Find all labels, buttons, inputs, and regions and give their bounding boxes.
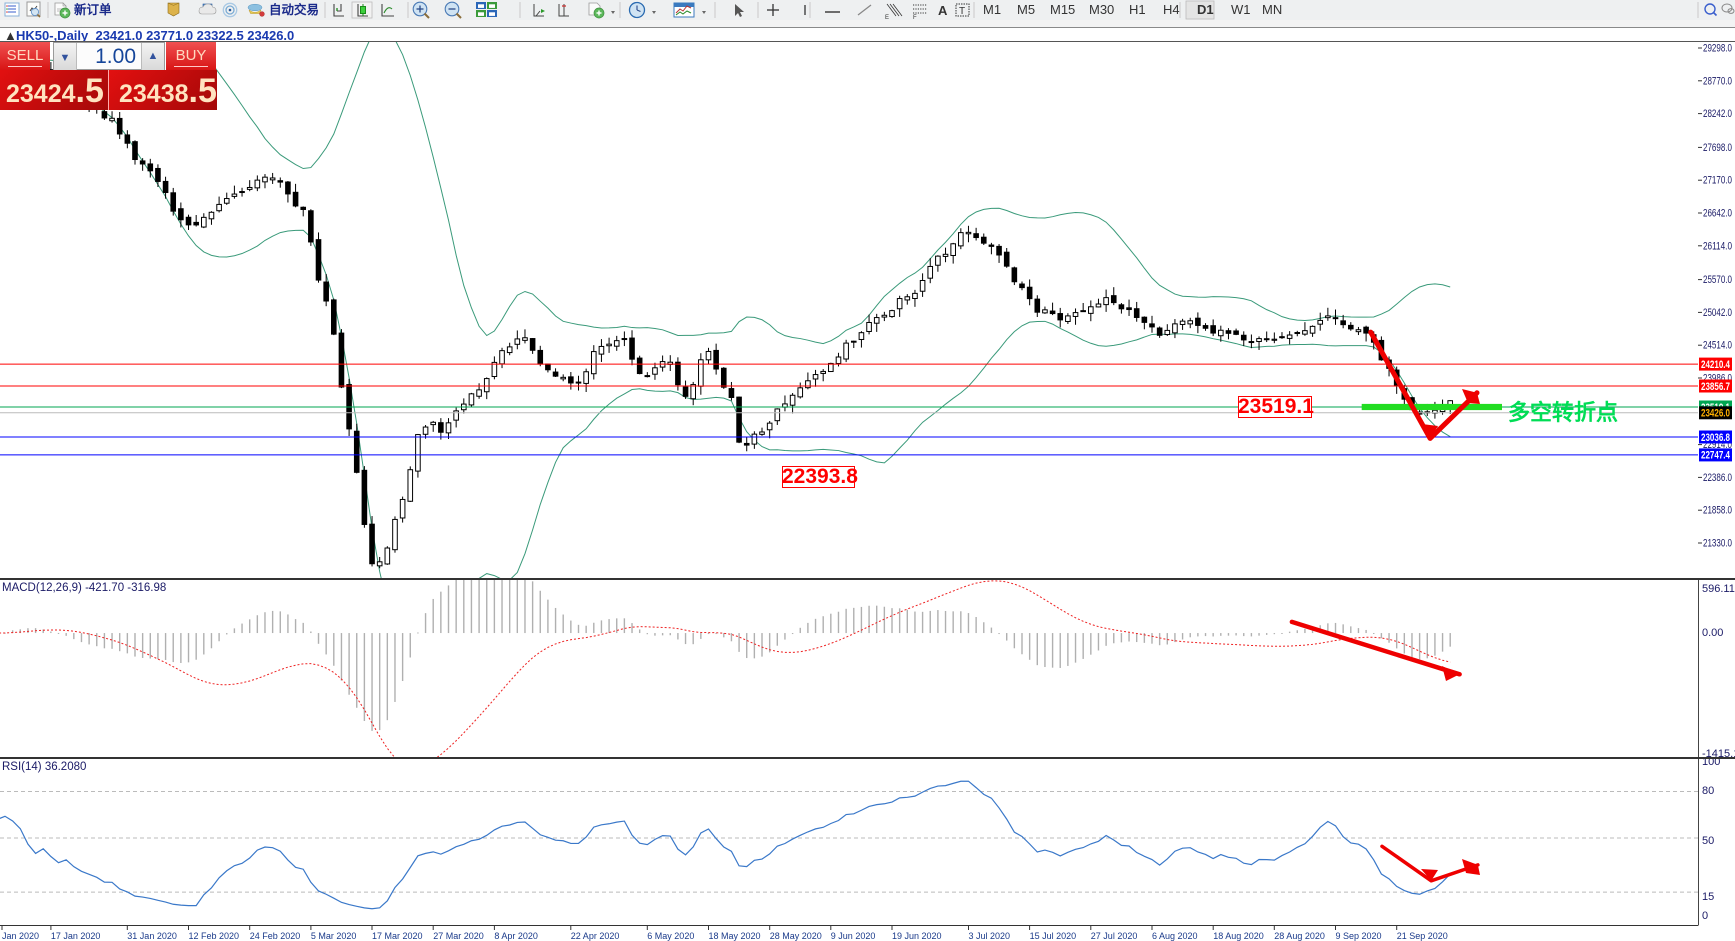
svg-text:A: A [938, 3, 948, 18]
svg-text:0.00: 0.00 [1702, 627, 1723, 639]
svg-text:Jan 2020: Jan 2020 [2, 931, 39, 941]
svg-text:D1: D1 [1197, 2, 1214, 17]
svg-text:MN: MN [1262, 2, 1282, 17]
svg-text:18 Aug 2020: 18 Aug 2020 [1213, 931, 1264, 941]
svg-text:18 May 2020: 18 May 2020 [709, 931, 761, 941]
svg-text:596.11: 596.11 [1702, 583, 1735, 595]
svg-text:6 Aug 2020: 6 Aug 2020 [1152, 931, 1198, 941]
svg-text:H1: H1 [1129, 2, 1146, 17]
svg-text:M30: M30 [1089, 2, 1114, 17]
svg-text:5 Mar 2020: 5 Mar 2020 [311, 931, 357, 941]
svg-text:15: 15 [1702, 891, 1714, 903]
svg-text:M1: M1 [983, 2, 1001, 17]
svg-text:21 Sep 2020: 21 Sep 2020 [1397, 931, 1448, 941]
svg-text:12 Feb 2020: 12 Feb 2020 [189, 931, 240, 941]
svg-text:50: 50 [1702, 835, 1714, 847]
svg-text:自动交易: 自动交易 [269, 2, 319, 17]
svg-text:100: 100 [1702, 759, 1720, 768]
svg-text:3 Jul 2020: 3 Jul 2020 [969, 931, 1011, 941]
svg-text:T: T [959, 6, 965, 17]
svg-text:80: 80 [1702, 785, 1714, 797]
svg-text:9 Sep 2020: 9 Sep 2020 [1336, 931, 1382, 941]
svg-text:17 Mar 2020: 17 Mar 2020 [372, 931, 423, 941]
svg-text:19 Jun 2020: 19 Jun 2020 [892, 931, 942, 941]
svg-text:8 Apr 2020: 8 Apr 2020 [494, 931, 538, 941]
svg-text:M15: M15 [1050, 2, 1075, 17]
svg-text:6 May 2020: 6 May 2020 [647, 931, 694, 941]
svg-text:H4: H4 [1163, 2, 1180, 17]
svg-text:0: 0 [1702, 910, 1708, 922]
svg-text:22 Apr 2020: 22 Apr 2020 [571, 931, 620, 941]
svg-text:24 Feb 2020: 24 Feb 2020 [250, 931, 301, 941]
svg-text:27 Jul 2020: 27 Jul 2020 [1091, 931, 1138, 941]
svg-text:15 Jul 2020: 15 Jul 2020 [1030, 931, 1077, 941]
svg-text:M5: M5 [1017, 2, 1035, 17]
svg-text:新订单: 新订单 [74, 2, 112, 17]
svg-text:28 May 2020: 28 May 2020 [770, 931, 822, 941]
svg-text:9 Jun 2020: 9 Jun 2020 [831, 931, 876, 941]
svg-text:27 Mar 2020: 27 Mar 2020 [433, 931, 484, 941]
svg-text:17 Jan 2020: 17 Jan 2020 [51, 931, 101, 941]
svg-text:28 Aug 2020: 28 Aug 2020 [1274, 931, 1325, 941]
svg-text:31 Jan 2020: 31 Jan 2020 [127, 931, 177, 941]
svg-text:W1: W1 [1231, 2, 1251, 17]
